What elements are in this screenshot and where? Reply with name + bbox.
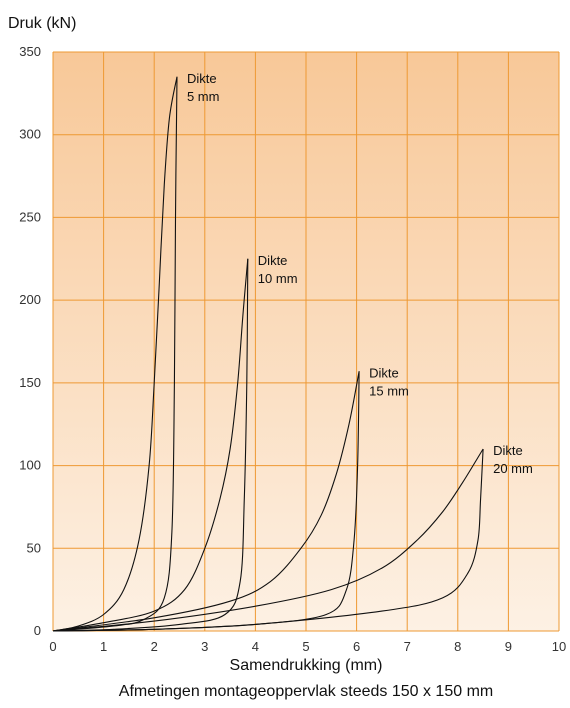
- series-20-mm-loading-curve: [52, 448, 484, 632]
- chart-caption: Afmetingen montageoppervlak steeds 150 x…: [119, 683, 493, 700]
- y-axis-title: Druk (kN): [8, 15, 76, 32]
- x-axis-title: Samendrukking (mm): [230, 657, 383, 674]
- y-tick-labels: 0 50 100 150 200 250 300 350: [19, 44, 41, 638]
- y-tick-label: 300: [19, 127, 41, 142]
- series-5-mm-loading-curve: [52, 76, 178, 632]
- series-20-mm-unloading-curve: [52, 448, 484, 632]
- x-tick-label: 0: [49, 639, 56, 654]
- x-tick-label: 5: [302, 639, 309, 654]
- y-tick-label: 200: [19, 292, 41, 307]
- series-label-line2: 15 mm: [369, 383, 409, 398]
- series-label-line1: Dikte: [258, 253, 288, 268]
- series-label-line1: Dikte: [369, 365, 399, 380]
- x-tick-label: 9: [505, 639, 512, 654]
- x-tick-label: 3: [201, 639, 208, 654]
- y-tick-label: 150: [19, 375, 41, 390]
- y-tick-label: 50: [27, 540, 41, 555]
- series-group: [52, 76, 484, 632]
- y-tick-label: 100: [19, 458, 41, 473]
- series-label-line2: 20 mm: [493, 461, 533, 476]
- x-tick-label: 1: [100, 639, 107, 654]
- x-tick-labels: 0 1 2 3 4 5 6 7 8 9 10: [49, 639, 566, 654]
- x-tick-label: 2: [151, 639, 158, 654]
- x-tick-label: 4: [252, 639, 259, 654]
- series-10-mm-loading-curve: [52, 258, 249, 632]
- y-tick-label: 250: [19, 209, 41, 224]
- x-tick-label: 10: [552, 639, 566, 654]
- y-tick-label: 350: [19, 44, 41, 59]
- series-15-mm-loading-curve: [52, 371, 360, 632]
- grid: [52, 51, 560, 632]
- series-label-line2: 10 mm: [258, 271, 298, 286]
- x-tick-label: 6: [353, 639, 360, 654]
- series-label-line2: 5 mm: [187, 89, 220, 104]
- x-tick-label: 7: [404, 639, 411, 654]
- series-labels: Dikte 5 mm Dikte 10 mm Dikte 15 mm Dikte 20 mm: [187, 71, 533, 476]
- y-tick-label: 0: [34, 623, 41, 638]
- series-10-mm-unloading-curve: [52, 258, 249, 632]
- series-label-line1: Dikte: [493, 443, 523, 458]
- x-tick-label: 8: [454, 639, 461, 654]
- series-label-line1: Dikte: [187, 71, 217, 86]
